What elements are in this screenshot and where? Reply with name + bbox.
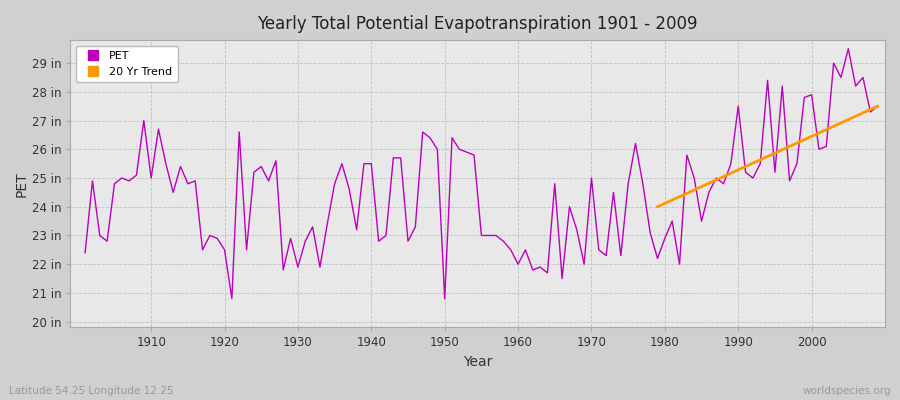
Text: worldspecies.org: worldspecies.org xyxy=(803,386,891,396)
Legend: PET, 20 Yr Trend: PET, 20 Yr Trend xyxy=(76,46,178,82)
Y-axis label: PET: PET xyxy=(15,171,29,196)
X-axis label: Year: Year xyxy=(463,355,492,369)
Title: Yearly Total Potential Evapotranspiration 1901 - 2009: Yearly Total Potential Evapotranspiratio… xyxy=(257,15,698,33)
Text: Latitude 54.25 Longitude 12.25: Latitude 54.25 Longitude 12.25 xyxy=(9,386,174,396)
